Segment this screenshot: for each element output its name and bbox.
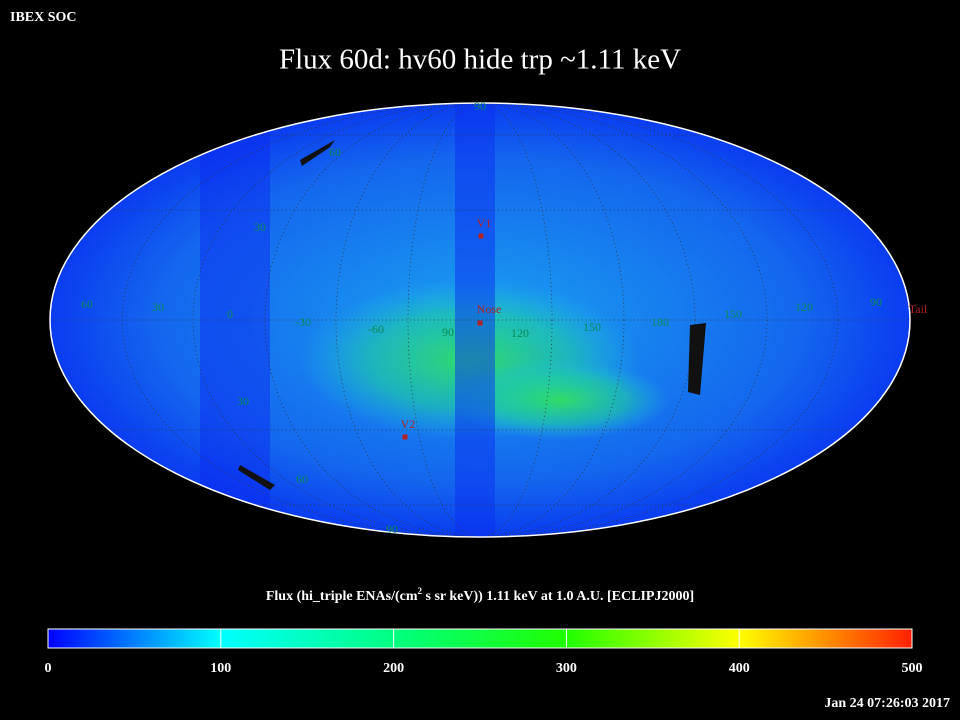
- latitude-label: 60: [296, 472, 308, 486]
- latitude-label: 30: [254, 220, 266, 234]
- longitude-label: 90: [442, 325, 454, 339]
- longitude-label: 0: [227, 307, 233, 321]
- colorbar-tick-label: 300: [556, 661, 577, 676]
- colorbar-tick-label: 200: [383, 661, 404, 676]
- longitude-label: 30: [152, 300, 164, 314]
- marker-label: V1: [477, 216, 492, 230]
- marker-dot: [477, 320, 483, 326]
- longitude-label: -30: [295, 315, 311, 329]
- colorbar-tick-label: 0: [45, 661, 52, 676]
- marker-dot: [402, 434, 408, 440]
- latitude-label: 90: [386, 522, 398, 536]
- marker-dot: [478, 233, 484, 239]
- longitude-label: 60: [81, 297, 93, 311]
- marker-label: V2: [401, 417, 416, 431]
- longitude-label: 90: [870, 295, 882, 309]
- colorbar: [47, 628, 913, 649]
- longitude-label: 120: [511, 326, 529, 340]
- colorbar-label: Flux (hi_triple ENAs/(cm2 s sr keV)) 1.1…: [266, 586, 694, 604]
- timestamp: Jan 24 07:26:03 2017: [824, 696, 950, 711]
- title: Flux 60d: hv60 hide trp ~1.11 keV: [279, 44, 681, 76]
- longitude-label: -60: [368, 322, 384, 336]
- marker-label: Nose: [477, 302, 502, 316]
- sky-map: [50, 103, 910, 537]
- latitude-label: 30: [237, 394, 249, 408]
- latitude-label: 60: [329, 145, 341, 159]
- map-border: [49, 102, 911, 538]
- latitude-label: 90: [474, 99, 486, 113]
- colorbar-tick-label: 500: [902, 661, 923, 676]
- colorbar-tick-label: 100: [210, 661, 231, 676]
- marker-label: Tail: [909, 302, 928, 316]
- source-label: IBEX SOC: [10, 10, 77, 25]
- longitude-label: 120: [795, 300, 813, 314]
- colorbar-tick-label: 400: [729, 661, 750, 676]
- longitude-label: 150: [583, 320, 601, 334]
- longitude-label: 150: [724, 307, 742, 321]
- longitude-label: 180: [651, 315, 669, 329]
